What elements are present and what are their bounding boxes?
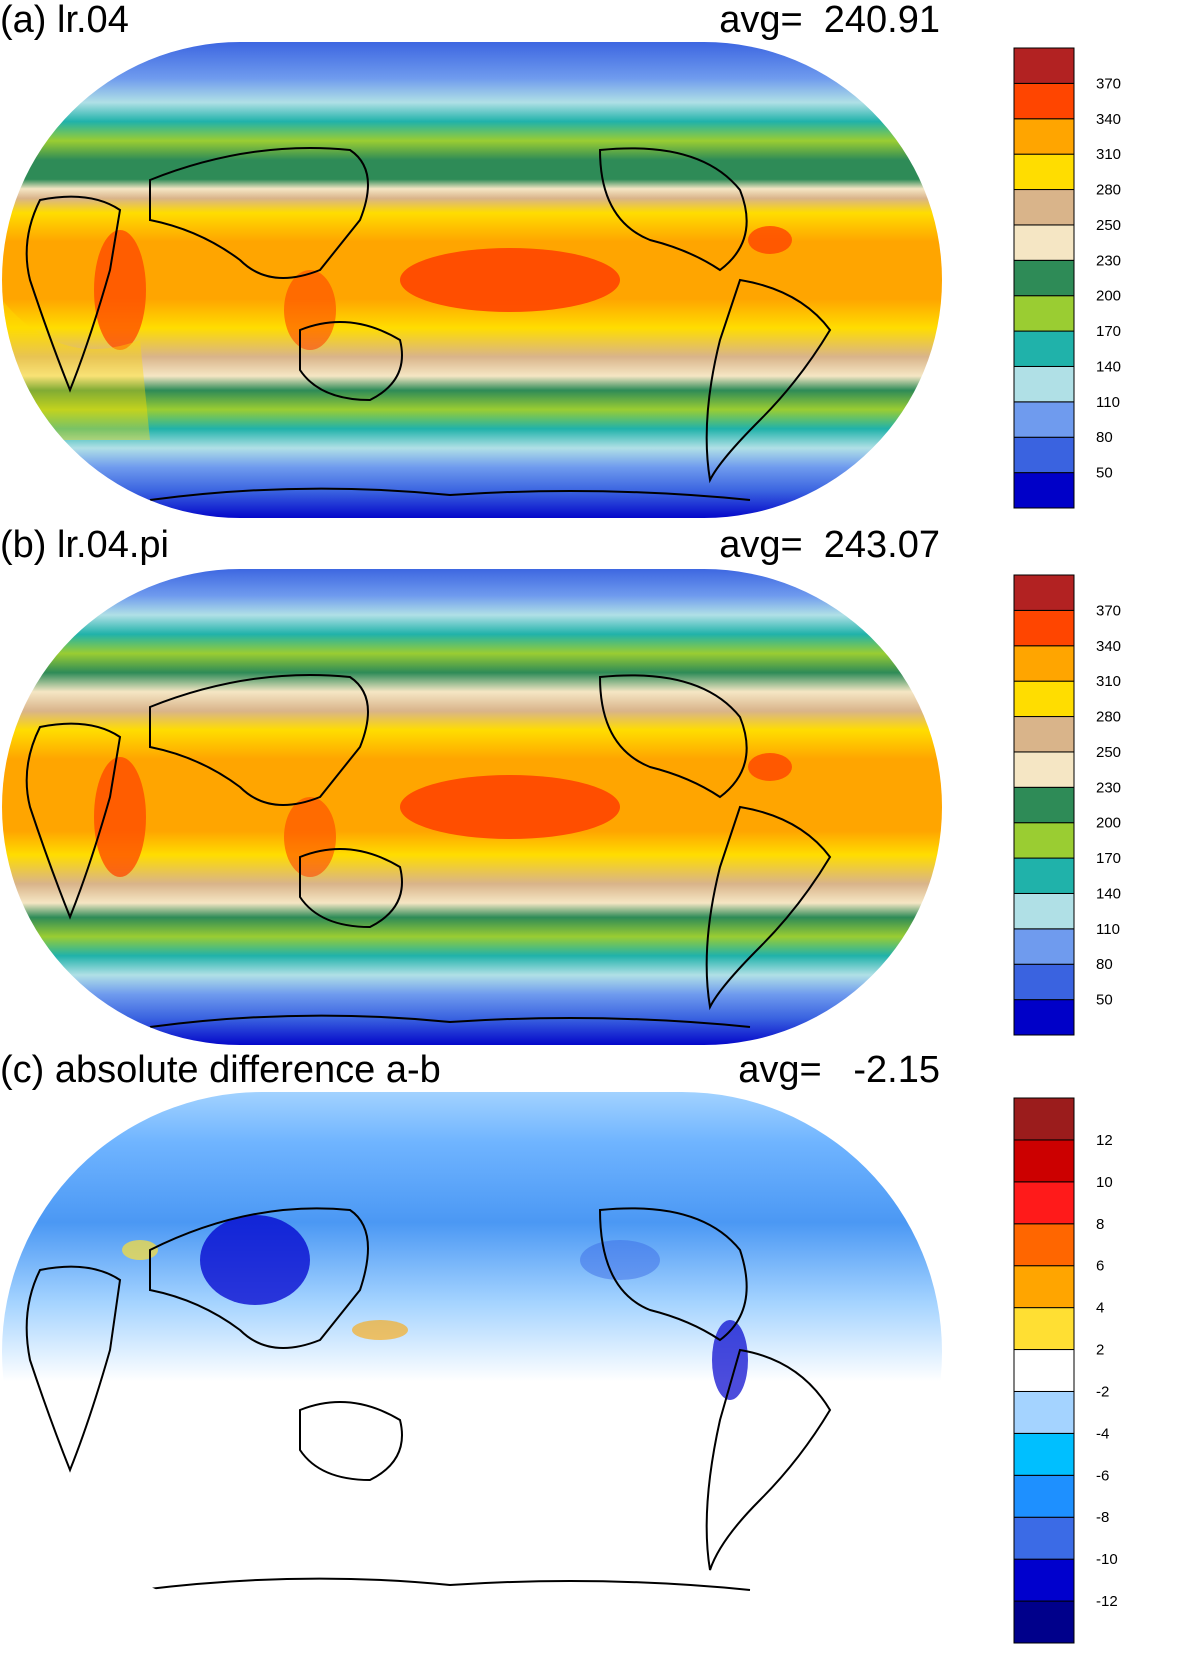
colorbar-swatch xyxy=(1013,928,1075,965)
colorbar-swatch xyxy=(1013,295,1075,332)
colorbar-swatch xyxy=(1013,1349,1075,1392)
panel-title: (b) lr.04.pi xyxy=(0,524,169,566)
colorbar-tick-label: 200 xyxy=(1096,815,1121,832)
colorbar-swatch xyxy=(1013,645,1075,682)
colorbar-swatch xyxy=(1013,1223,1075,1267)
colorbar-swatch xyxy=(1013,1139,1075,1183)
panel-b: (b) lr.04.pi avg= 243.07 xyxy=(0,525,1188,1045)
colorbar-swatch xyxy=(1013,1558,1075,1602)
colorbar-tick-label: 8 xyxy=(1096,1216,1104,1233)
colorbar: 50 80 110 140 170 200 230 250 280 310 340 370 xyxy=(1013,47,1121,509)
colorbar-swatch xyxy=(1013,892,1075,930)
colorbar-swatch xyxy=(1013,822,1075,859)
colorbar-swatch xyxy=(1013,472,1075,509)
colorbar-swatch xyxy=(1013,1390,1075,1434)
panel-average: avg= 240.91 xyxy=(719,0,940,41)
colorbar-legend: 50 80 110 140 170 200 230 250 280 310 340 370 xyxy=(1013,574,1174,1036)
colorbar-tick-label: 110 xyxy=(1096,394,1120,411)
world-map xyxy=(0,40,944,520)
colorbar-swatch xyxy=(1013,259,1075,297)
colorbar-legend: 50 80 110 140 170 200 230 250 280 310 340 370 xyxy=(1013,47,1174,509)
colorbar-tick-label: 80 xyxy=(1096,429,1113,446)
colorbar-tick-label: 50 xyxy=(1096,465,1113,482)
colorbar-tick-label: 140 xyxy=(1096,885,1121,902)
colorbar-swatch xyxy=(1013,1432,1075,1476)
colorbar-swatch xyxy=(1013,1181,1075,1225)
colorbar-swatch xyxy=(1013,82,1075,120)
colorbar-tick-label: 340 xyxy=(1096,111,1121,128)
colorbar-tick-label: 6 xyxy=(1096,1258,1104,1275)
colorbar-tick-label: 370 xyxy=(1096,602,1121,619)
colorbar-swatch xyxy=(1013,963,1075,1001)
colorbar-swatch xyxy=(1013,1307,1075,1351)
colorbar-swatch xyxy=(1013,999,1075,1036)
colorbar-swatch xyxy=(1013,1600,1075,1644)
colorbar-tick-label: 230 xyxy=(1096,252,1121,269)
colorbar-tick-label: 50 xyxy=(1096,992,1113,1009)
colorbar-swatch xyxy=(1013,189,1075,226)
colorbar-tick-label: 10 xyxy=(1096,1174,1113,1191)
colorbar-tick-label: 280 xyxy=(1096,182,1121,199)
colorbar-tick-label: -8 xyxy=(1096,1509,1109,1526)
colorbar-swatch xyxy=(1013,224,1075,261)
panel-a: (a) lr.04 avg= 240.91 xyxy=(0,0,1188,520)
colorbar-tick-label: 310 xyxy=(1096,146,1121,163)
colorbar-swatch xyxy=(1013,1474,1075,1518)
panel-average: avg= -2.15 xyxy=(738,1049,940,1091)
panel-average: avg= 243.07 xyxy=(719,524,940,566)
colorbar-tick-label: 170 xyxy=(1096,323,1121,340)
colorbar-tick-label: 230 xyxy=(1096,779,1121,796)
colorbar-swatch xyxy=(1013,47,1075,84)
colorbar: -12 -10 -8 -6 -4 -2 2 4 6 8 10 12 xyxy=(1013,1097,1118,1644)
colorbar-swatch xyxy=(1013,751,1075,788)
colorbar-tick-label: 200 xyxy=(1096,288,1121,305)
colorbar-swatch xyxy=(1013,118,1075,155)
colorbar-swatch xyxy=(1013,365,1075,403)
coastlines xyxy=(25,147,832,501)
colorbar-tick-label: -12 xyxy=(1096,1593,1118,1610)
colorbar-swatch xyxy=(1013,153,1075,191)
colorbar-swatch xyxy=(1013,680,1075,718)
colorbar-tick-label: 80 xyxy=(1096,956,1113,973)
coastlines xyxy=(25,674,832,1028)
colorbar-tick-label: 250 xyxy=(1096,217,1121,234)
colorbar-swatch xyxy=(1013,436,1075,474)
panel-title: (c) absolute difference a-b xyxy=(0,1049,441,1091)
colorbar-tick-label: 370 xyxy=(1096,75,1121,92)
colorbar-tick-label: -2 xyxy=(1096,1383,1109,1400)
colorbar-tick-label: 4 xyxy=(1096,1300,1104,1317)
colorbar-tick-label: -10 xyxy=(1096,1551,1118,1568)
colorbar-tick-label: 280 xyxy=(1096,709,1121,726)
colorbar-tick-label: -6 xyxy=(1096,1467,1109,1484)
world-map xyxy=(0,567,944,1047)
colorbar-tick-label: 2 xyxy=(1096,1342,1104,1359)
colorbar-swatch xyxy=(1013,857,1075,894)
colorbar-tick-label: 140 xyxy=(1096,358,1121,375)
colorbar-swatch xyxy=(1013,401,1075,438)
colorbar-tick-label: 12 xyxy=(1096,1132,1113,1149)
colorbar-tick-label: 110 xyxy=(1096,921,1120,938)
colorbar-tick-label: -4 xyxy=(1096,1425,1109,1442)
coastlines xyxy=(25,1207,832,1591)
colorbar-legend: -12 -10 -8 -6 -4 -2 2 4 6 8 10 12 xyxy=(1013,1097,1174,1658)
colorbar-swatch xyxy=(1013,1265,1075,1309)
panel-title: (a) lr.04 xyxy=(0,0,129,41)
panel-c: (c) absolute difference a-b avg= -2.15 xyxy=(0,1050,1188,1670)
world-map xyxy=(0,1090,944,1620)
colorbar-swatch xyxy=(1013,574,1075,611)
colorbar-swatch xyxy=(1013,1516,1075,1560)
colorbar-swatch xyxy=(1013,330,1075,367)
colorbar-swatch xyxy=(1013,1097,1075,1141)
colorbar-swatch xyxy=(1013,786,1075,824)
colorbar: 50 80 110 140 170 200 230 250 280 310 340 370 xyxy=(1013,574,1121,1036)
colorbar-tick-label: 250 xyxy=(1096,744,1121,761)
colorbar-swatch xyxy=(1013,716,1075,753)
colorbar-tick-label: 310 xyxy=(1096,673,1121,690)
colorbar-tick-label: 340 xyxy=(1096,638,1121,655)
colorbar-tick-label: 170 xyxy=(1096,850,1121,867)
colorbar-swatch xyxy=(1013,609,1075,647)
